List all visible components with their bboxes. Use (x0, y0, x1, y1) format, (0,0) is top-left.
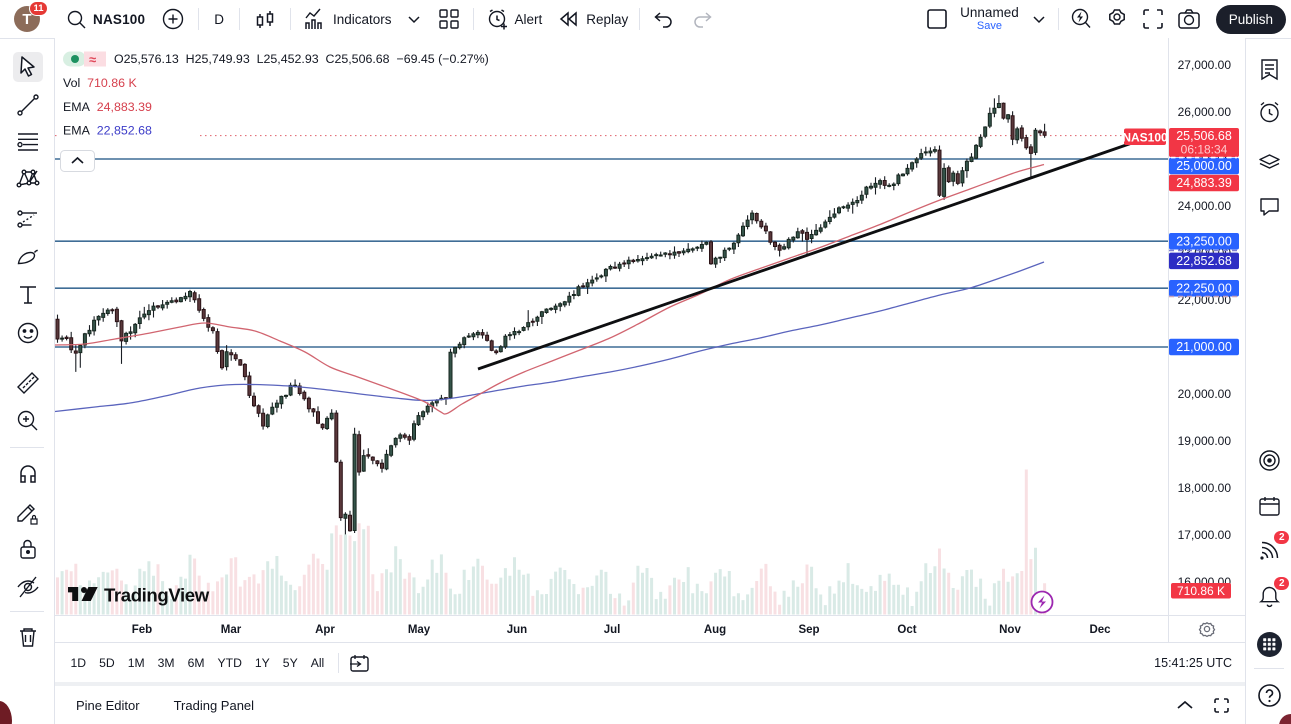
svg-text:TradingView: TradingView (104, 585, 210, 606)
svg-text:Apr: Apr (315, 624, 335, 636)
svg-text:25,506.68: 25,506.68 (1176, 129, 1232, 143)
svg-text:710.86 K: 710.86 K (1177, 584, 1225, 598)
svg-text:O25,576.13 H25,749.93 L25,45: O25,576.13 H25,749.93 L25,452.93 C25,506… (114, 52, 489, 66)
svg-text:Nov: Nov (999, 624, 1021, 636)
svg-text:Aug: Aug (704, 624, 726, 636)
svg-text:EMA 24,883.39: EMA 24,883.39 (63, 100, 152, 114)
svg-text:NAS100: NAS100 (1122, 131, 1168, 145)
svg-text:06:18:34: 06:18:34 (1181, 143, 1228, 157)
svg-text:Mar: Mar (221, 624, 242, 636)
svg-text:Vol 710.86 K: Vol 710.86 K (63, 76, 137, 90)
svg-text:22,852.68: 22,852.68 (1176, 254, 1232, 268)
svg-text:21,000.00: 21,000.00 (1176, 340, 1232, 354)
svg-text:23,250.00: 23,250.00 (1176, 235, 1232, 249)
svg-text:Jul: Jul (604, 624, 621, 636)
svg-text:Jun: Jun (507, 624, 527, 636)
svg-text:18,000.00: 18,000.00 (1178, 481, 1232, 495)
svg-text:24,000.00: 24,000.00 (1178, 199, 1232, 213)
svg-text:26,000.00: 26,000.00 (1178, 105, 1232, 119)
svg-text:20,000.00: 20,000.00 (1178, 387, 1232, 401)
svg-text:May: May (408, 624, 431, 636)
svg-text:24,883.39: 24,883.39 (1176, 176, 1232, 190)
svg-text:Oct: Oct (897, 624, 916, 636)
svg-text:Sep: Sep (798, 624, 819, 636)
svg-text:Dec: Dec (1089, 624, 1111, 636)
svg-text:19,000.00: 19,000.00 (1178, 434, 1232, 448)
svg-text:≈: ≈ (89, 52, 96, 67)
svg-text:22,250.00: 22,250.00 (1176, 282, 1232, 296)
svg-text:EMA 22,852.68: EMA 22,852.68 (63, 124, 152, 138)
svg-text:25,000.00: 25,000.00 (1176, 159, 1232, 173)
svg-text:17,000.00: 17,000.00 (1178, 528, 1232, 542)
svg-text:27,000.00: 27,000.00 (1178, 58, 1232, 72)
svg-text:Feb: Feb (132, 624, 152, 636)
